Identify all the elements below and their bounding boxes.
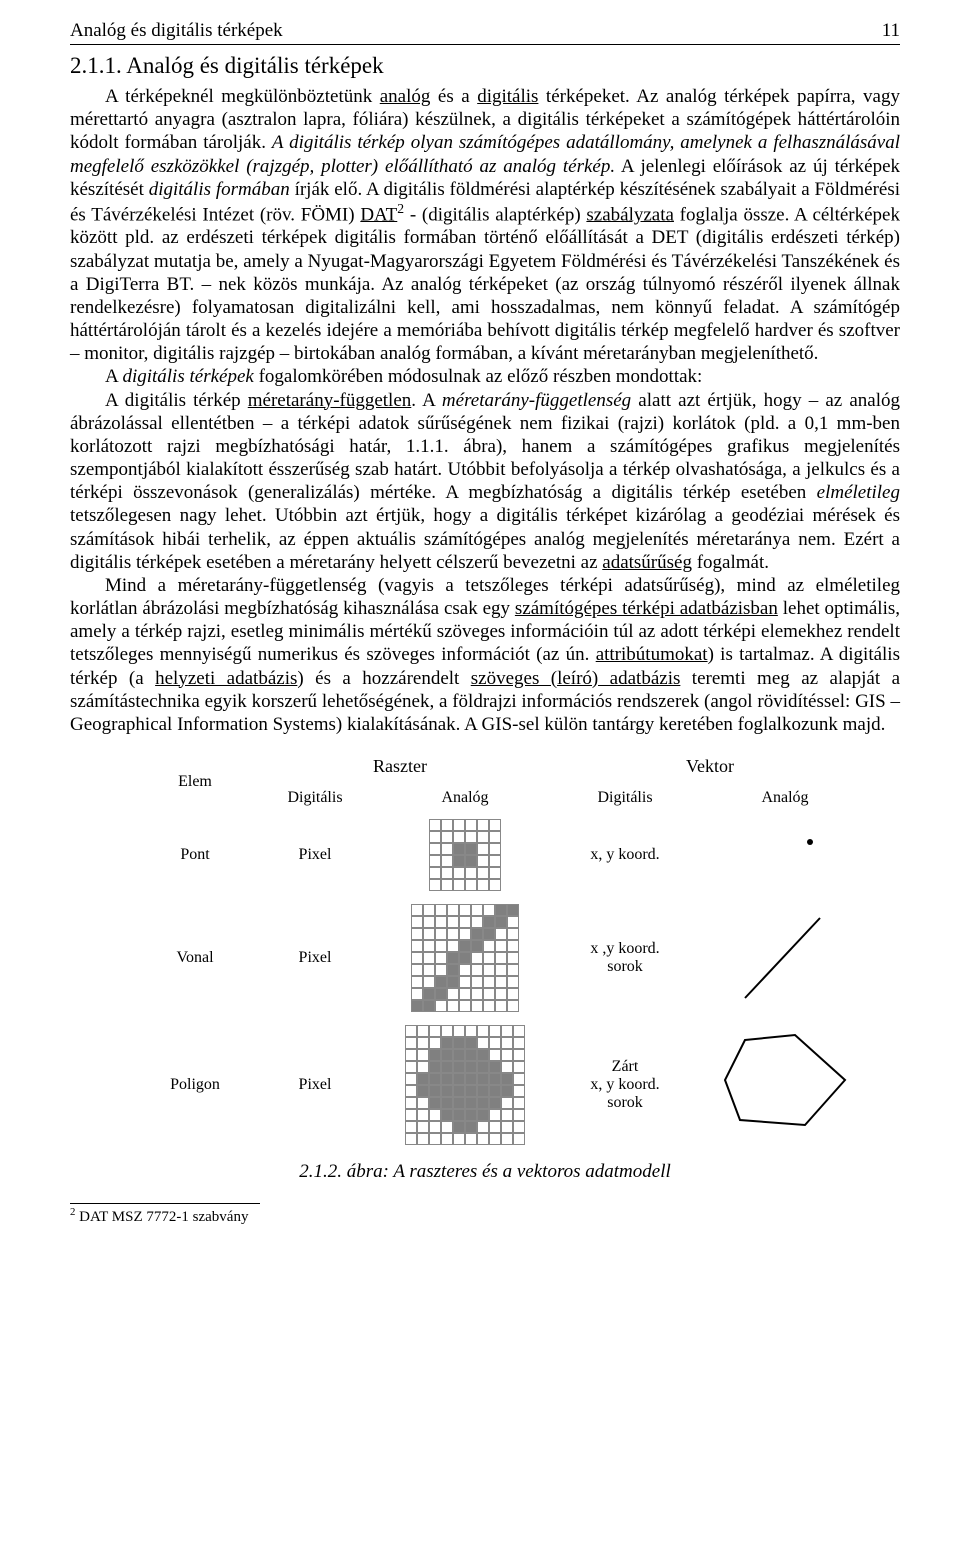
grid-vonal (411, 904, 519, 1012)
vector-line-icon (720, 903, 850, 1013)
paragraph-4: Mind a méretarány-függetlenség (vagyis a… (70, 574, 900, 736)
footnote-rule (70, 1203, 260, 1204)
footnote: 2 DAT MSZ 7772-1 szabvány (70, 1206, 900, 1226)
th-elem: Elem (140, 750, 250, 813)
running-header: Analóg és digitális térképek 11 (70, 20, 900, 45)
grid-poly (405, 1025, 525, 1145)
data-model-table: Elem Raszter Vektor Digitális Analóg Dig… (140, 750, 870, 1151)
section-title: 2.1.1. Analóg és digitális térképek (70, 53, 900, 79)
vector-polygon-icon (710, 1025, 860, 1145)
header-left: Analóg és digitális térképek (70, 20, 283, 42)
page-number: 11 (882, 20, 900, 42)
grid-pont (429, 819, 501, 891)
vector-point-icon (725, 820, 845, 890)
th-analog-v: Analóg (700, 783, 870, 813)
row-vonal: Vonal Pixel x ,y koord. sorok (140, 897, 870, 1019)
row-pont: Pont Pixel x, y koord. (140, 813, 870, 897)
th-dig-r: Digitális (250, 783, 380, 813)
body-text: A térképeknél megkülönböztetünk analóg é… (70, 85, 900, 736)
th-dig-v: Digitális (550, 783, 700, 813)
figure-caption: 2.1.2. ábra: A raszteres és a vektoros a… (70, 1161, 900, 1183)
row-poligon: Poligon Pixel Zárt x, y koord. sorok (140, 1019, 870, 1151)
th-vektor: Vektor (550, 750, 870, 783)
th-raszter: Raszter (250, 750, 550, 783)
paragraph-2: A digitális térképek fogalomkörében módo… (70, 365, 900, 388)
th-analog-r: Analóg (380, 783, 550, 813)
paragraph-1: A térképeknél megkülönböztetünk analóg é… (70, 85, 900, 365)
paragraph-3: A digitális térkép méretarány-független.… (70, 389, 900, 574)
